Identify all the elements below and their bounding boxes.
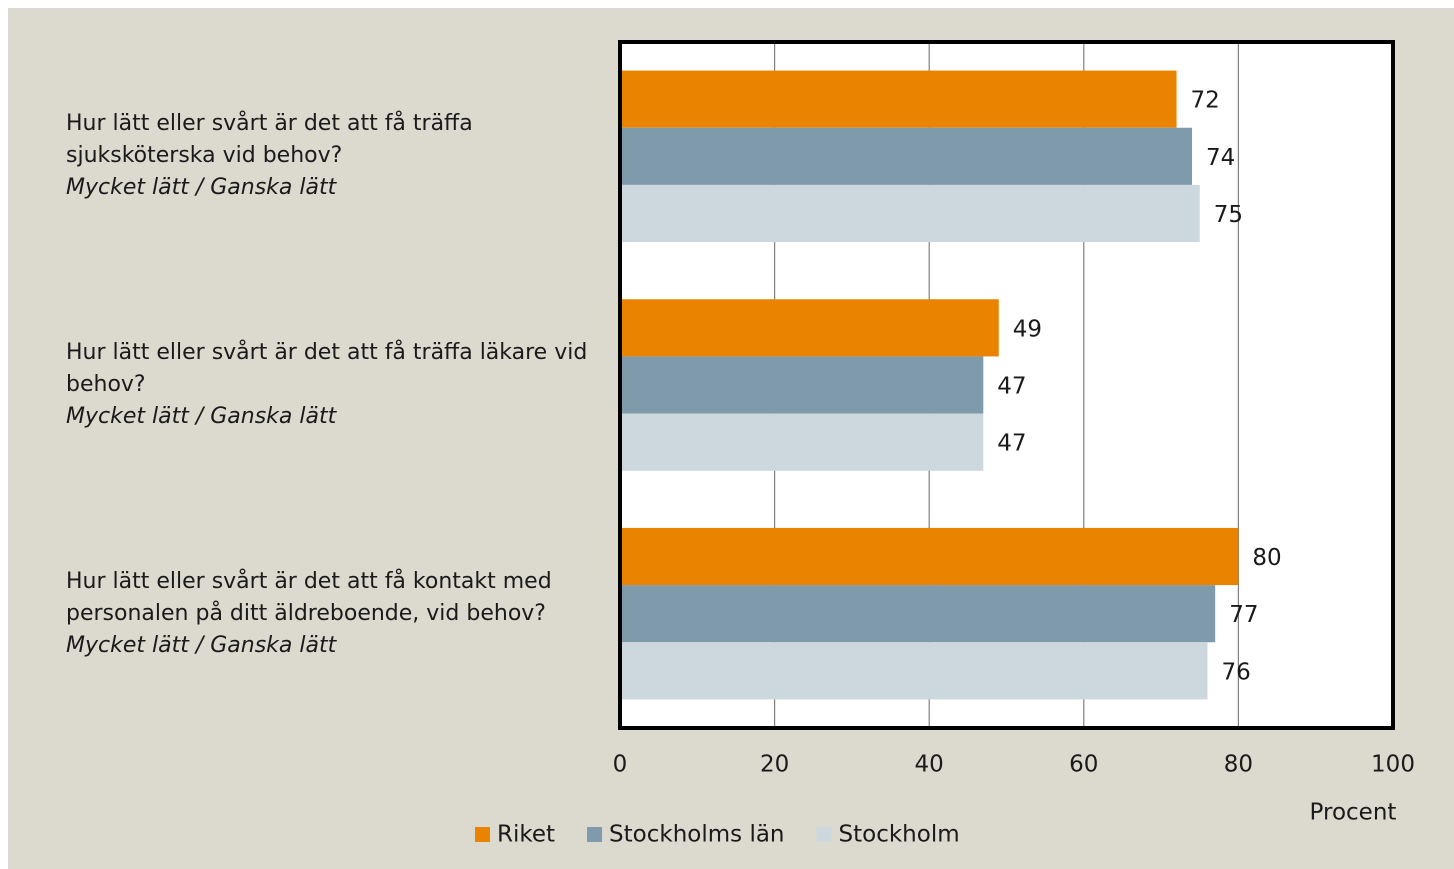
legend-label: Riket — [497, 822, 555, 848]
x-tick-label: 60 — [1069, 752, 1098, 778]
x-tick-label: 0 — [613, 752, 628, 778]
bar — [620, 413, 984, 471]
bar — [620, 356, 984, 414]
category-label: Hur lätt eller svårt är det att få träff… — [66, 271, 596, 500]
category-note: Mycket lätt / Ganska lätt — [66, 632, 337, 658]
category-text: Hur lätt eller svårt är det att få konta… — [66, 568, 552, 626]
value-label: 72 — [1191, 88, 1220, 114]
legend-label: Stockholm — [839, 822, 960, 848]
bar — [620, 585, 1216, 643]
plot-border — [618, 40, 1395, 730]
category-text: Hur lätt eller svårt är det att få träff… — [66, 339, 588, 397]
value-label: 80 — [1252, 545, 1281, 571]
value-label: 75 — [1214, 202, 1243, 228]
legend-swatch — [587, 827, 603, 842]
value-label: 47 — [997, 431, 1026, 457]
value-label: 74 — [1206, 145, 1235, 171]
legend: Riket Stockholms län Stockholm — [475, 822, 960, 848]
value-label: 47 — [997, 374, 1026, 400]
bar — [620, 299, 999, 357]
legend-label: Stockholms län — [609, 822, 784, 848]
value-label: 49 — [1013, 316, 1042, 342]
category-label: Hur lätt eller svårt är det att få träff… — [66, 42, 596, 271]
bar — [620, 127, 1193, 185]
x-axis-label: Procent — [1310, 800, 1397, 826]
bar — [620, 527, 1239, 586]
category-text: Hur lätt eller svårt är det att få träff… — [66, 111, 473, 169]
bar — [620, 184, 1200, 243]
bar — [620, 642, 1208, 700]
x-tick-label: 40 — [915, 752, 944, 778]
category-note: Mycket lätt / Ganska lätt — [66, 403, 337, 429]
value-label: 76 — [1221, 659, 1250, 685]
value-label: 77 — [1229, 602, 1258, 628]
legend-swatch — [475, 827, 490, 842]
category-note: Mycket lätt / Ganska lätt — [66, 175, 337, 201]
x-tick-label: 80 — [1224, 752, 1253, 778]
bar — [620, 70, 1177, 128]
category-label: Hur lätt eller svårt är det att få konta… — [66, 499, 596, 728]
legend-swatch — [816, 827, 832, 842]
x-tick-label: 20 — [760, 752, 789, 778]
x-tick-label: 100 — [1371, 752, 1415, 778]
